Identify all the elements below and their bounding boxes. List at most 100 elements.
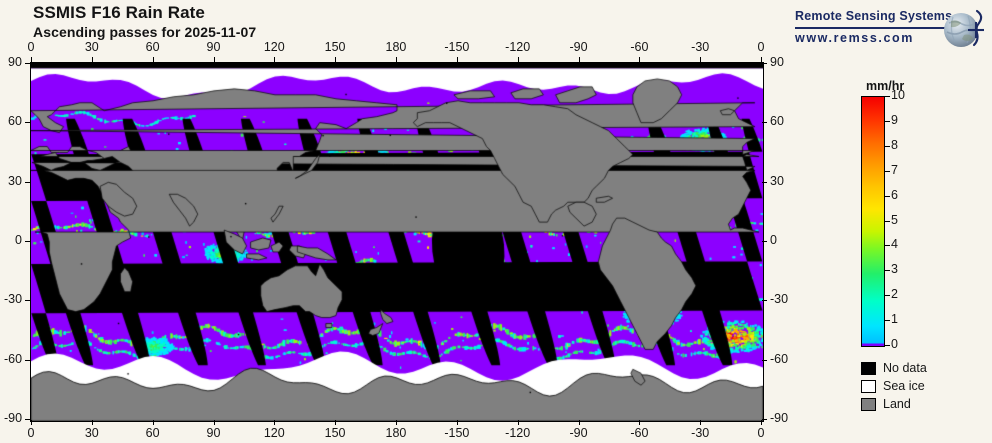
lon-label-top-2: 60 [145,40,160,54]
lon-label-top-11: -30 [691,40,710,54]
globe-icon [944,9,984,47]
lon-tick-top-11 [700,57,702,62]
colorbar-tick-4 [884,245,890,246]
lat-tick-right-2 [762,181,767,183]
lon-tick-top-2 [152,57,154,62]
lon-tick-bottom-7 [456,420,458,425]
lat-label-right-4: -30 [770,292,789,307]
lon-tick-top-7 [456,57,458,62]
lon-tick-bottom-11 [700,420,702,425]
colorbar-tick-6 [884,196,890,197]
colorbar-gradient [861,96,885,347]
map-raster [31,63,763,421]
lat-tick-left-1 [25,122,30,124]
logo-divider [795,27,945,29]
lon-tick-bottom-9 [578,420,580,425]
legend-item-sea-ice: Sea ice [861,378,927,395]
lat-label-left-0: 90 [8,55,22,69]
lon-label-bottom-10: -60 [630,426,649,440]
lat-tick-left-0 [25,63,30,64]
colorbar-tick-0 [884,345,890,346]
lat-label-right-0: 90 [770,55,784,69]
lat-tick-right-5 [762,359,767,361]
lon-tick-top-5 [335,57,337,62]
lon-label-bottom-5: 150 [324,426,346,440]
colorbar-tick-label-5: 5 [891,213,898,227]
lon-label-top-7: -150 [444,40,470,54]
legend-item-land: Land [861,396,927,413]
logo-url: www.remss.com [795,31,914,45]
lat-tick-left-3 [25,241,30,242]
lon-label-top-6: 180 [385,40,407,54]
colorbar-tick-label-8: 8 [891,138,898,152]
lat-tick-left-4 [25,300,30,302]
colorbar-tick-label-2: 2 [891,287,898,301]
legend-swatch-0 [861,362,876,375]
lon-tick-top-6 [396,57,397,62]
lat-tick-right-0 [762,63,767,64]
colorbar-tick-label-3: 3 [891,262,898,276]
remss-logo[interactable]: Remote Sensing Systems www.remss.com [795,9,985,57]
lon-tick-bottom-0 [31,420,32,425]
lon-label-top-10: -60 [630,40,649,54]
colorbar-tick-label-9: 9 [891,113,898,127]
lat-label-right-6: -90 [770,411,789,425]
lon-label-top-5: 150 [324,40,346,54]
lon-tick-bottom-4 [274,420,276,425]
lon-label-top-3: 90 [206,40,221,54]
lon-tick-bottom-5 [335,420,337,425]
lon-tick-bottom-3 [213,420,215,425]
colorbar-tick-label-4: 4 [891,237,898,251]
lon-label-bottom-7: -150 [444,426,470,440]
lat-label-right-2: 30 [770,173,784,188]
lon-tick-bottom-12 [761,420,762,425]
lon-label-bottom-2: 60 [145,426,160,440]
lat-tick-left-2 [25,181,30,183]
lat-tick-right-3 [762,241,767,242]
lat-tick-right-6 [762,419,767,420]
lon-tick-top-0 [31,57,32,62]
lat-label-right-3: 0 [770,233,777,247]
lon-label-bottom-3: 90 [206,426,221,440]
lon-label-bottom-11: -30 [691,426,710,440]
lat-label-left-5: -60 [4,351,23,366]
lon-tick-top-8 [517,57,519,62]
lat-label-left-1: 60 [8,114,22,129]
lon-tick-bottom-1 [91,420,93,425]
colorbar-tick-8 [884,146,890,147]
colorbar-tick-9 [884,121,890,122]
lat-label-left-3: 0 [15,233,22,247]
lon-tick-top-12 [761,57,762,62]
lat-tick-right-1 [762,122,767,124]
colorbar-units-label: mm/hr [866,79,905,93]
lon-label-top-1: 30 [84,40,99,54]
lon-label-bottom-12: 0 [757,426,765,440]
legend-label-0: No data [883,361,927,375]
lon-tick-bottom-8 [517,420,519,425]
colorbar-tick-label-6: 6 [891,188,898,202]
legend-item-no-data: No data [861,360,927,377]
lon-label-bottom-6: 180 [385,426,407,440]
lat-label-left-2: 30 [8,173,22,188]
lon-label-top-8: -120 [505,40,531,54]
lon-tick-top-4 [274,57,276,62]
lat-label-left-4: -30 [4,292,23,307]
lon-tick-top-3 [213,57,215,62]
colorbar-tick-2 [884,295,890,296]
lon-label-bottom-8: -120 [505,426,531,440]
logo-company-name: Remote Sensing Systems [795,9,953,23]
lat-tick-left-5 [25,359,30,361]
lat-label-right-5: -60 [770,351,789,366]
lon-label-bottom-0: 0 [27,426,35,440]
lat-tick-right-4 [762,300,767,302]
lon-label-top-12: 0 [757,40,765,54]
legend-label-1: Sea ice [883,379,925,393]
page-subtitle: Ascending passes for 2025-11-07 [33,24,257,40]
colorbar-tick-label-0: 0 [891,337,898,351]
map-legend: No data Sea ice Land [861,360,927,414]
rain-rate-map[interactable] [30,62,764,422]
colorbar-tick-label-10: 10 [891,88,905,102]
lon-label-bottom-4: 120 [263,426,285,440]
lat-label-right-1: 60 [770,114,784,129]
legend-swatch-1 [861,380,876,393]
